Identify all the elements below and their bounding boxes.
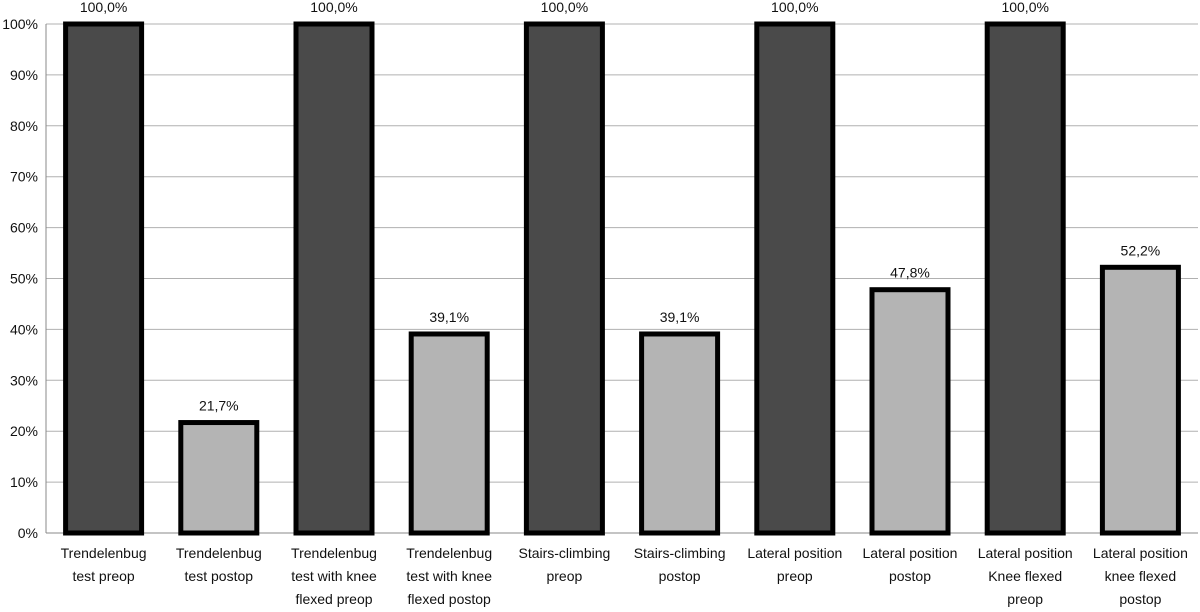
data-label: 39,1%	[429, 309, 469, 325]
bar	[293, 21, 375, 536]
y-tick-label: 20%	[10, 423, 38, 439]
x-tick-label: Lateral position	[978, 545, 1073, 561]
x-tick-label: knee flexed	[1105, 568, 1177, 584]
x-tick-label: preop	[1007, 591, 1043, 607]
y-tick-label: 40%	[10, 321, 38, 337]
y-tick-label: 100%	[2, 16, 38, 32]
x-tick-label: flexed preop	[295, 591, 372, 607]
x-tick-label: Lateral position	[747, 545, 842, 561]
data-label: 39,1%	[660, 309, 700, 325]
x-tick-label: postop	[659, 568, 701, 584]
x-tick-label: postop	[889, 568, 931, 584]
x-tick-label: Stairs-climbing	[634, 545, 726, 561]
data-label: 52,2%	[1121, 242, 1161, 258]
y-tick-label: 0%	[18, 525, 38, 541]
data-label: 100,0%	[541, 0, 588, 15]
x-tick-label: preop	[546, 568, 582, 584]
y-tick-label: 50%	[10, 271, 38, 287]
x-tick-label: Stairs-climbing	[518, 545, 610, 561]
bar	[984, 21, 1066, 536]
data-label: 100,0%	[80, 0, 127, 15]
x-tick-label: flexed postop	[408, 591, 491, 607]
x-tick-label: preop	[777, 568, 813, 584]
bar	[408, 331, 490, 536]
bar	[63, 21, 145, 536]
x-tick-label: Trendelenbug	[61, 545, 147, 561]
x-tick-label: Lateral position	[1093, 545, 1188, 561]
y-tick-label: 80%	[10, 118, 38, 134]
y-tick-label: 10%	[10, 474, 38, 490]
data-label: 47,8%	[890, 265, 930, 281]
x-tick-label: Lateral position	[863, 545, 958, 561]
y-tick-label: 70%	[10, 169, 38, 185]
data-label: 100,0%	[1001, 0, 1048, 15]
x-tick-label: postop	[1119, 591, 1161, 607]
bar	[178, 420, 260, 536]
bar	[869, 287, 951, 536]
bars	[63, 21, 1181, 536]
x-tick-label: test with knee	[291, 568, 377, 584]
x-tick-label: Trendelenbug	[291, 545, 377, 561]
bar	[639, 331, 721, 536]
data-label: 21,7%	[199, 398, 239, 414]
bar	[754, 21, 836, 536]
x-tick-label: test postop	[185, 568, 254, 584]
data-labels: 100,0% 21,7% 100,0% 39,1% 100,0% 39,1% 100,0% 4…	[80, 0, 1160, 414]
y-tick-label: 90%	[10, 67, 38, 83]
x-tick-label: Trendelenbug	[406, 545, 492, 561]
y-tick-label: 30%	[10, 372, 38, 388]
y-axis: 0% 10% 20% 30% 40% 50% 60% 70% 80% 90% 100%	[2, 16, 47, 541]
data-label: 100,0%	[310, 0, 357, 15]
x-tick-label: test preop	[72, 568, 134, 584]
x-tick-label: Trendelenbug	[176, 545, 262, 561]
bar	[1099, 264, 1181, 536]
x-axis: Trendelenbug test preop Trendelenbug test p…	[61, 545, 1188, 607]
bar	[523, 21, 605, 536]
y-tick-label: 60%	[10, 220, 38, 236]
x-tick-label: test with knee	[406, 568, 492, 584]
x-tick-label: Knee flexed	[988, 568, 1062, 584]
data-label: 100,0%	[771, 0, 818, 15]
